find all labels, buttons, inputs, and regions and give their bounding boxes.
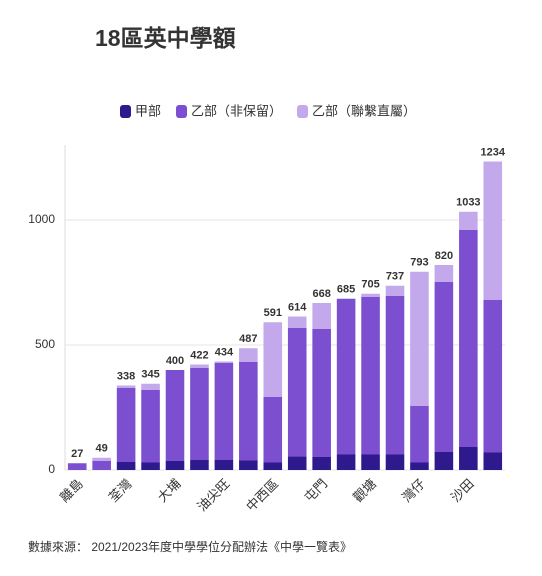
bar-segment [263, 397, 283, 463]
bar-segment [312, 457, 331, 470]
bar-segment [434, 265, 454, 282]
bar-segment [361, 297, 380, 455]
bar-segment [434, 452, 454, 470]
bar-segment [312, 303, 331, 329]
x-tick-label: 沙田 [448, 476, 477, 505]
bar-segment [141, 462, 160, 470]
bar-segment [92, 461, 111, 470]
legend-swatch [176, 105, 188, 118]
legend-label: 乙部（非保留） [191, 103, 282, 118]
chart-title: 18區英中學額 [95, 25, 236, 51]
x-tick-label: 大埔 [155, 476, 184, 505]
x-tick-label: 離島 [57, 476, 86, 505]
bar-segment [239, 362, 258, 461]
bar-segment [116, 462, 136, 470]
bar-segment [67, 463, 87, 470]
bar-segment [165, 461, 185, 470]
bar-segment [483, 300, 503, 453]
bar-segment [141, 390, 160, 463]
bar-segment [312, 329, 331, 457]
total-label: 338 [117, 370, 135, 382]
bar-segment [459, 230, 478, 447]
bar-segment [287, 456, 307, 470]
total-label: 705 [361, 279, 379, 291]
bar-segment [263, 322, 283, 397]
bar-segment [92, 457, 111, 461]
bar-segment [190, 364, 209, 368]
bar-segment [385, 285, 405, 296]
total-label: 793 [410, 257, 428, 269]
legend-swatch [297, 105, 309, 118]
y-tick-label: 1000 [28, 212, 55, 226]
bar-segment [214, 460, 234, 470]
bar-segment [410, 462, 429, 470]
bar-segment [434, 282, 454, 452]
total-label: 685 [337, 284, 355, 296]
bar-segment [287, 316, 307, 328]
total-label: 614 [288, 301, 307, 313]
bar-segment [483, 452, 503, 470]
x-tick-label: 灣仔 [399, 476, 428, 505]
legend-label: 甲部 [135, 103, 161, 118]
total-label: 422 [190, 349, 208, 361]
total-label: 1234 [481, 146, 506, 158]
source: 數據來源： 2021/2023年度中學學位分配辦法《中學一覽表》 [28, 539, 352, 554]
bar-segment [263, 462, 283, 470]
bar-segment [361, 293, 380, 297]
bar-segment [336, 454, 356, 470]
total-label: 345 [141, 369, 159, 381]
x-tick-label: 油尖旺 [194, 476, 232, 514]
total-label: 27 [71, 448, 83, 460]
bar-segment [165, 370, 185, 461]
x-tick-label: 中西區 [243, 476, 281, 514]
legend-label: 乙部（聯繫直屬） [312, 103, 416, 118]
x-tick-label: 荃灣 [106, 476, 135, 505]
bar-segment [459, 211, 478, 230]
bar-segment [116, 385, 136, 388]
bar-segment [239, 348, 258, 362]
bar-segment [410, 406, 429, 463]
total-label: 591 [264, 307, 282, 319]
bar-segment [116, 388, 136, 462]
total-label: 668 [312, 288, 330, 300]
legend-swatch [120, 105, 131, 118]
bar-segment [410, 271, 429, 406]
bar-segment [287, 328, 307, 457]
bar-segment [385, 454, 405, 470]
bar-segment [214, 363, 234, 460]
total-label: 49 [96, 443, 108, 455]
total-label: 487 [239, 333, 257, 345]
bar-segment [385, 296, 405, 455]
bar-segment [141, 383, 160, 390]
total-label: 1033 [456, 197, 480, 209]
bar-segment [239, 460, 258, 470]
total-label: 820 [435, 250, 453, 262]
total-label: 737 [386, 271, 404, 283]
bar-segment [214, 361, 234, 363]
bar-segment [190, 460, 209, 470]
bar-segment [483, 161, 503, 300]
bar-segment [361, 454, 380, 470]
y-tick-label: 0 [48, 462, 55, 476]
y-tick-label: 500 [35, 337, 55, 351]
total-label: 400 [166, 355, 184, 367]
bar-segment [459, 447, 478, 470]
bar-segment [190, 368, 209, 460]
x-tick-label: 屯門 [301, 476, 330, 505]
bar-segment [336, 298, 356, 455]
total-label: 434 [215, 346, 234, 358]
x-tick-label: 觀塘 [350, 476, 379, 505]
